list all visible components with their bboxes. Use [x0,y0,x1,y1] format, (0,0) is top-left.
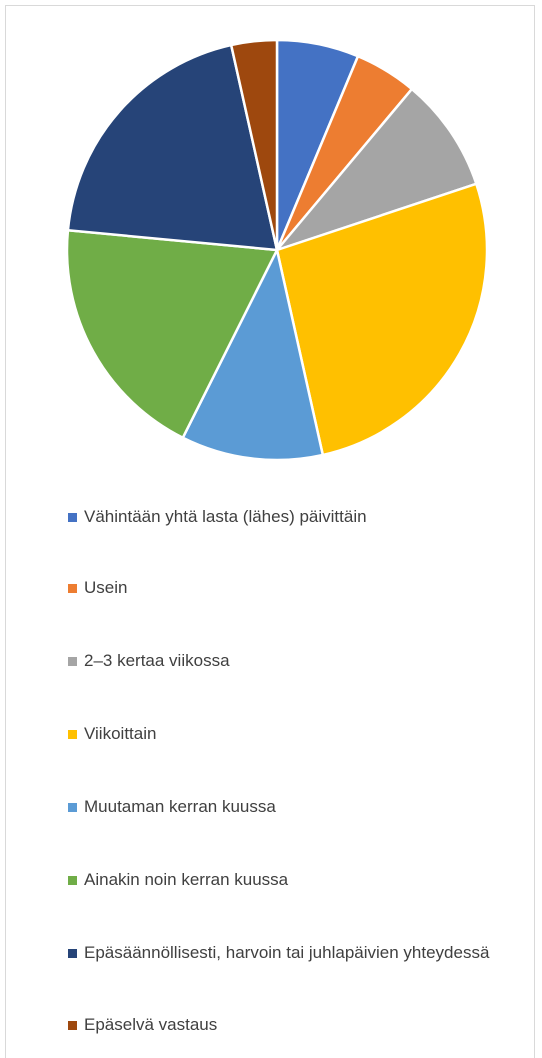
legend-item: Viikoittain [68,722,498,746]
legend-item: Muutaman kerran kuussa [68,795,498,819]
legend-item: Epäselvä vastaus [68,1013,498,1037]
legend-swatch [68,1021,77,1030]
legend-label: Usein [84,578,128,597]
legend-label: Viikoittain [84,724,157,743]
legend-swatch [68,876,77,885]
legend-label: Epäselvä vastaus [84,1015,218,1034]
legend-item: Usein [68,576,498,600]
legend-swatch [68,513,77,522]
pie-slice [181,248,325,462]
legend-label: Ainakin noin kerran kuussa [84,870,289,889]
pie-slice [65,228,279,439]
legend-swatch [68,584,77,593]
legend-label: 2–3 kertaa viikossa [84,651,230,670]
legend-swatch [68,657,77,666]
legend-swatch [68,803,77,812]
legend-item: Epäsäännöllisesti, harvoin tai juhlapäiv… [68,941,498,965]
pie-slice [66,43,279,252]
legend-label: Epäsäännöllisesti, harvoin tai juhlapäiv… [84,943,490,962]
legend-item: Ainakin noin kerran kuussa [68,868,498,892]
pie-slice [229,38,279,252]
pie-slice [275,182,489,457]
legend-label: Muutaman kerran kuussa [84,797,276,816]
pie-slice [275,87,478,252]
legend-swatch [68,949,77,958]
legend-label: Vähintään yhtä lasta (lähes) päivittäin [84,507,367,526]
chart-frame [5,5,535,1058]
pie-area [65,38,489,462]
legend-item: Vähintään yhtä lasta (lähes) päivittäin [68,505,498,529]
legend-swatch [68,730,77,739]
legend-item: 2–3 kertaa viikossa [68,649,498,673]
